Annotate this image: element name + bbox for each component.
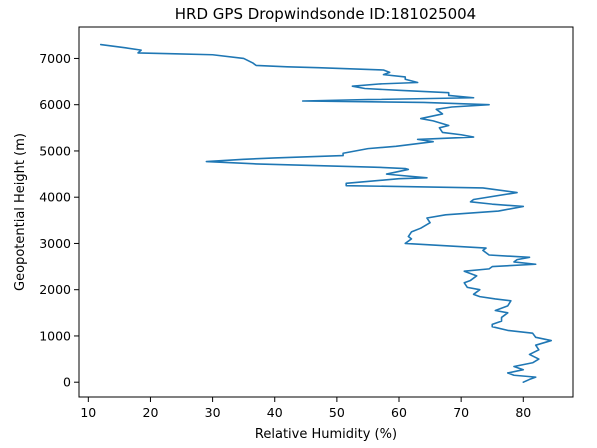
x-tick-label: 30 xyxy=(205,405,221,420)
x-axis: 10 20 30 40 50 60 70 80 xyxy=(80,397,531,420)
y-tick-label: 0 xyxy=(63,375,71,390)
x-tick-label: 40 xyxy=(267,405,283,420)
plot-frame xyxy=(78,26,574,398)
series-line xyxy=(99,43,553,383)
x-tick-label: 10 xyxy=(80,405,96,420)
y-tick-label: 2000 xyxy=(39,282,71,297)
y-axis: 0 1000 2000 3000 4000 5000 6000 7000 xyxy=(39,51,79,390)
x-tick-label: 80 xyxy=(515,405,531,420)
y-axis-label: Geopotential Height (m) xyxy=(13,133,28,291)
x-axis-label: Relative Humidity (%) xyxy=(255,427,397,442)
y-tick-label: 1000 xyxy=(39,328,71,343)
y-tick-label: 6000 xyxy=(39,97,71,112)
y-tick-label: 5000 xyxy=(39,143,71,158)
x-tick-label: 60 xyxy=(391,405,407,420)
y-tick-label: 7000 xyxy=(39,51,71,66)
x-tick-label: 20 xyxy=(143,405,159,420)
x-tick-label: 70 xyxy=(453,405,469,420)
x-tick-label: 50 xyxy=(329,405,345,420)
y-tick-label: 3000 xyxy=(39,236,71,251)
y-tick-label: 4000 xyxy=(39,190,71,205)
chart-title: HRD GPS Dropwindsonde ID:181025004 xyxy=(175,5,476,23)
